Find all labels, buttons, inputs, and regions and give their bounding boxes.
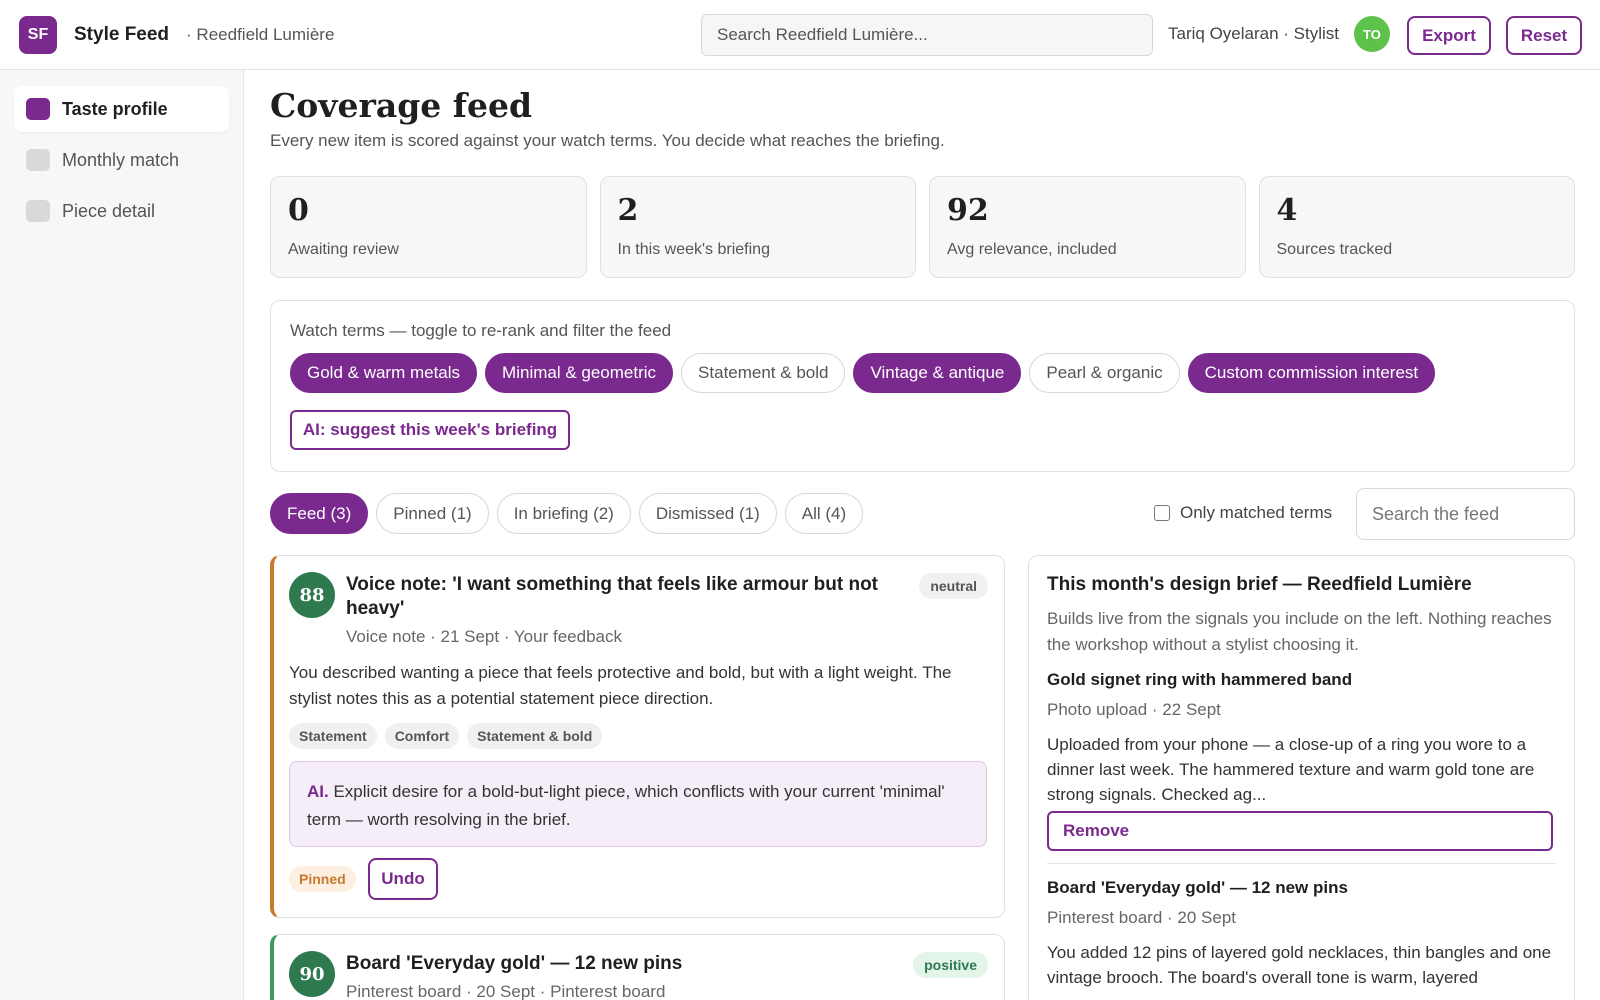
export-button[interactable]: Export: [1407, 16, 1491, 55]
stats-row: 0 Awaiting review 2 In this week's brief…: [270, 176, 1575, 278]
tab-all[interactable]: All (4): [784, 493, 864, 534]
relevance-score: 88: [289, 572, 335, 618]
sidebar-item-taste-profile[interactable]: Taste profile: [14, 86, 229, 132]
brief-item-body: Uploaded from your phone — a close-up of…: [1047, 735, 1535, 804]
app-logo: SF: [19, 15, 57, 54]
stat-label: Awaiting review: [288, 241, 399, 258]
sidebar-item-piece-detail[interactable]: Piece detail: [14, 188, 229, 234]
watch-terms-label: Watch terms — toggle to re-rank and filt…: [290, 321, 672, 340]
remove-button[interactable]: Remove: [1047, 811, 1553, 851]
feed-search-input[interactable]: Search the feed: [1356, 488, 1575, 540]
stat-label: In this week's briefing: [617, 241, 770, 258]
ai-insight-box: AI. Explicit desire for a bold-but-light…: [289, 761, 987, 847]
tag: Statement: [289, 723, 377, 749]
stat-label: Avg relevance, included: [947, 241, 1117, 258]
stat-value: 0: [288, 193, 309, 228]
divider: [1047, 863, 1556, 864]
stat-value: 4: [1276, 193, 1298, 228]
brief-title: This month's design brief — Reedfield Lu…: [1047, 574, 1472, 595]
ai-suggest-briefing-button[interactable]: AI: suggest this week's briefing: [290, 410, 570, 450]
global-search-input[interactable]: Search Reedfield Lumière...: [701, 14, 1153, 56]
feed-tabs: Feed (3) Pinned (1) In briefing (2) Dism…: [270, 493, 864, 534]
monthly-match-icon: [26, 149, 50, 171]
feed-card-meta: Pinterest board · 20 Sept · Pinterest bo…: [346, 982, 666, 1000]
ai-insight-text: Explicit desire for a bold-but-light pie…: [307, 782, 945, 829]
only-matched-checkbox[interactable]: [1154, 505, 1170, 521]
page-subtitle: Every new item is scored against your wa…: [270, 131, 945, 150]
tab-in-briefing[interactable]: In briefing (2): [496, 493, 631, 534]
stat-value: 92: [947, 193, 989, 228]
watch-term-chip[interactable]: Statement & bold: [681, 353, 846, 393]
stat-card-briefing: 2 In this week's briefing: [599, 176, 916, 278]
status-badge: Pinned: [289, 866, 356, 892]
tag-row: Statement Comfort Statement & bold: [289, 723, 603, 749]
tag: Comfort: [384, 723, 460, 749]
watch-terms-panel: Watch terms — toggle to re-rank and filt…: [270, 300, 1575, 472]
sidebar-item-label: Piece detail: [62, 200, 156, 221]
tag: Statement & bold: [467, 723, 603, 749]
sidebar-item-monthly-match[interactable]: Monthly match: [14, 137, 229, 183]
stat-label: Sources tracked: [1276, 241, 1393, 258]
watch-term-chips: Gold & warm metals Minimal & geometric S…: [290, 353, 1555, 393]
watch-term-chip[interactable]: Vintage & antique: [853, 353, 1022, 393]
piece-detail-icon: [26, 200, 50, 222]
only-matched-label: Only matched terms: [1180, 503, 1333, 522]
watch-term-chip[interactable]: Minimal & geometric: [485, 353, 674, 393]
brief-item-title: Board 'Everyday gold' — 12 new pins: [1047, 878, 1348, 897]
sentiment-badge: neutral: [919, 573, 988, 599]
relevance-score: 90: [289, 951, 335, 997]
avatar[interactable]: TO: [1354, 16, 1390, 52]
brief-subtitle: Builds live from the signals you include…: [1047, 609, 1552, 654]
stat-card-awaiting: 0 Awaiting review: [270, 176, 587, 278]
brief-item-body: You added 12 pins of layered gold neckla…: [1047, 943, 1552, 987]
stat-card-sources: 4 Sources tracked: [1258, 176, 1575, 278]
tab-feed[interactable]: Feed (3): [270, 493, 369, 534]
design-brief-panel: This month's design brief — Reedfield Lu…: [1028, 555, 1575, 1000]
brief-item-title: Gold signet ring with hammered band: [1047, 670, 1353, 689]
sidebar-item-label: Monthly match: [62, 149, 180, 170]
undo-button[interactable]: Undo: [368, 858, 438, 900]
stat-value: 2: [617, 193, 639, 228]
user-name: Tariq Oyelaran · Stylist: [1168, 24, 1339, 43]
watch-term-chip[interactable]: Gold & warm metals: [290, 353, 478, 393]
feed-card: 90 Board 'Everyday gold' — 12 new pins p…: [270, 934, 1005, 1000]
sidebar: Taste profile Monthly match Piece detail: [0, 70, 244, 1000]
feed-card-meta: Voice note · 21 Sept · Your feedback: [346, 627, 622, 646]
feed-card: 88 Voice note: 'I want something that fe…: [270, 555, 1005, 918]
ai-label: AI.: [307, 782, 329, 801]
tab-pinned[interactable]: Pinned (1): [376, 493, 489, 534]
feed-card-title[interactable]: Board 'Everyday gold' — 12 new pins: [346, 953, 683, 974]
taste-profile-icon: [26, 98, 50, 120]
reset-button[interactable]: Reset: [1506, 16, 1582, 55]
watch-term-chip[interactable]: Pearl & organic: [1029, 353, 1180, 393]
main-content: Coverage feed Every new item is scored a…: [245, 70, 1600, 1000]
only-matched-toggle[interactable]: Only matched terms: [1154, 503, 1332, 523]
sidebar-item-label: Taste profile: [62, 98, 168, 119]
top-bar: SF Style Feed · Reedfield Lumière: [0, 0, 1600, 70]
brief-item-meta: Pinterest board · 20 Sept: [1047, 908, 1237, 927]
brief-item-meta: Photo upload · 22 Sept: [1047, 700, 1221, 719]
sentiment-badge: positive: [913, 952, 988, 978]
watch-term-chip[interactable]: Custom commission interest: [1187, 353, 1436, 393]
tab-dismissed[interactable]: Dismissed (1): [638, 493, 777, 534]
feed-card-body: You described wanting a piece that feels…: [289, 663, 952, 708]
stat-card-relevance: 92 Avg relevance, included: [929, 176, 1246, 278]
feed-card-title[interactable]: Voice note: 'I want something that feels…: [346, 574, 878, 619]
workspace-name: · Reedfield Lumière: [186, 24, 335, 44]
app-title: Style Feed: [74, 23, 170, 45]
page-title: Coverage feed: [270, 86, 533, 125]
